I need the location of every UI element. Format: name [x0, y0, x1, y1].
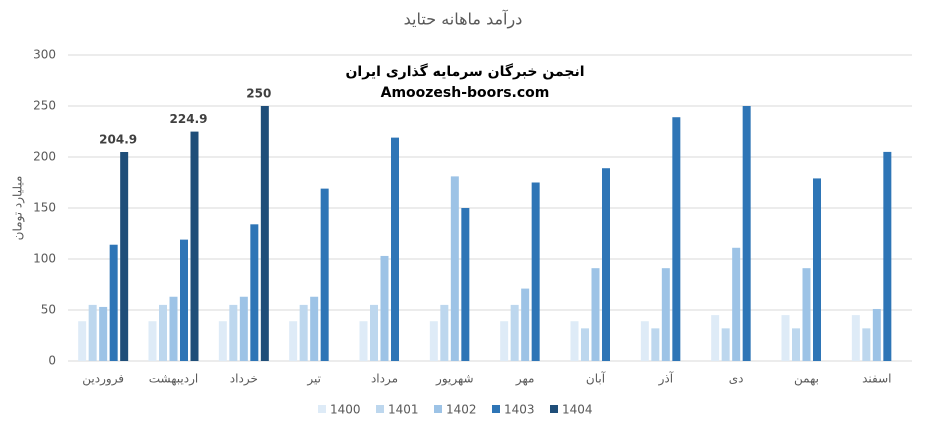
bar	[120, 152, 129, 361]
legend-swatch	[434, 405, 442, 413]
bar	[159, 304, 167, 361]
bar	[640, 321, 649, 361]
legend-label: 1404	[562, 403, 593, 417]
bar	[781, 315, 790, 361]
x-tick-label: بهمن	[794, 372, 819, 387]
bar	[531, 182, 540, 361]
legend-label: 1401	[388, 403, 419, 417]
watermark: انجمن خبرگان سرمایه گذاری ایران	[345, 63, 584, 80]
bar	[299, 304, 308, 361]
bar	[391, 137, 399, 361]
bar	[721, 328, 730, 361]
x-tick-label: شهریور	[435, 372, 474, 387]
bar	[651, 328, 660, 361]
y-tick-label: 100	[33, 252, 56, 266]
y-tick-label: 250	[33, 99, 56, 113]
value-label: 204.9	[99, 133, 137, 147]
bar	[359, 321, 368, 361]
bar	[802, 268, 811, 361]
x-tick-label: مرداد	[371, 372, 398, 387]
bar	[429, 321, 438, 361]
y-axis-label: میلیارد تومان	[11, 176, 26, 241]
bar	[78, 321, 87, 361]
chart-title: درآمد ماهانه حتاید	[404, 10, 523, 30]
bar	[661, 268, 670, 361]
bar	[510, 304, 519, 361]
bar	[250, 224, 259, 361]
watermark: Amoozesh-boors.com	[381, 85, 550, 101]
x-tick-label: آذر	[658, 371, 674, 387]
bar	[190, 131, 199, 361]
legend-swatch	[376, 405, 384, 413]
y-tick-label: 300	[33, 48, 56, 62]
bar	[461, 208, 470, 361]
bar	[380, 255, 389, 361]
bar	[711, 315, 720, 361]
bar	[289, 321, 298, 361]
bar	[169, 296, 178, 361]
x-tick-label: فروردین	[82, 372, 124, 387]
bar	[872, 308, 881, 361]
legend-swatch	[318, 405, 326, 413]
x-tick-label: مهر	[515, 372, 535, 387]
x-tick-label: آبان	[586, 371, 606, 386]
bar	[851, 315, 860, 361]
bar	[320, 188, 329, 361]
bar	[180, 239, 188, 361]
bar	[570, 321, 579, 361]
bar	[440, 304, 449, 361]
x-tick-label: دی	[729, 372, 744, 386]
bar	[521, 288, 530, 361]
bar	[310, 296, 319, 361]
bar	[450, 176, 459, 361]
bar	[239, 296, 248, 361]
bar	[792, 328, 800, 361]
value-label: 224.9	[170, 112, 208, 126]
legend-label: 1400	[330, 403, 361, 417]
bar	[229, 304, 238, 361]
bar	[602, 168, 610, 361]
bar	[109, 244, 118, 361]
bar	[883, 151, 892, 361]
legend-label: 1403	[504, 403, 535, 417]
bar	[148, 321, 157, 361]
y-tick-label: 200	[33, 150, 56, 164]
bar	[88, 304, 97, 361]
bar	[591, 268, 600, 361]
y-tick-label: 50	[41, 303, 56, 317]
x-tick-label: اسفند	[862, 372, 891, 386]
legend-label: 1402	[446, 403, 477, 417]
bar	[500, 321, 509, 361]
bar	[99, 306, 108, 361]
y-tick-label: 150	[33, 201, 56, 215]
y-tick-label: 0	[48, 354, 56, 368]
value-label: 250	[246, 87, 271, 101]
bar	[732, 247, 741, 361]
bar	[218, 321, 227, 361]
x-tick-label: تیر	[306, 372, 321, 387]
x-tick-label: خرداد	[230, 372, 258, 387]
legend-swatch	[492, 405, 500, 413]
bar	[581, 328, 589, 361]
bar	[813, 178, 821, 361]
x-tick-label: اردیبهشت	[149, 372, 198, 387]
legend-swatch	[550, 405, 558, 413]
bar	[370, 304, 378, 361]
bar	[672, 117, 681, 361]
bar	[260, 106, 269, 361]
bar	[862, 328, 871, 361]
bar	[742, 106, 751, 361]
